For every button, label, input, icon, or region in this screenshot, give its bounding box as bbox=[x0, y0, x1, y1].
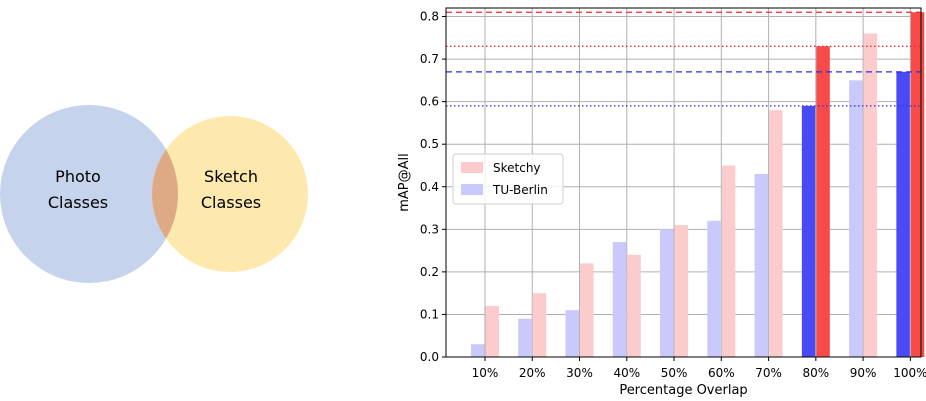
bar-tu-berlin bbox=[801, 105, 816, 357]
legend-label-tu-berlin: TU-Berlin bbox=[492, 183, 548, 197]
x-tick-label: 100% bbox=[893, 366, 926, 380]
legend-swatch-sketchy bbox=[461, 162, 483, 173]
bar-tu-berlin bbox=[612, 242, 627, 357]
bar-tu-berlin bbox=[470, 344, 485, 357]
x-tick-label: 80% bbox=[803, 366, 830, 380]
x-tick-label: 70% bbox=[755, 366, 782, 380]
plot-frame bbox=[445, 7, 922, 358]
bar-tu-berlin bbox=[754, 173, 769, 357]
bars bbox=[470, 12, 925, 358]
legend: Sketchy TU-Berlin bbox=[452, 153, 564, 205]
y-tick-label: 0.2 bbox=[420, 265, 439, 279]
bar-sketchy bbox=[580, 263, 594, 357]
x-axis-label: Percentage Overlap bbox=[619, 383, 747, 398]
bar-tu-berlin bbox=[565, 310, 580, 357]
x-tick-label: 60% bbox=[708, 366, 735, 380]
y-tick-label: 0.8 bbox=[420, 10, 439, 24]
bar-tu-berlin bbox=[518, 318, 532, 357]
bar-tu-berlin bbox=[849, 80, 863, 357]
reference-lines bbox=[446, 11, 921, 107]
bar-sketchy bbox=[627, 254, 641, 357]
y-tick-label: 0.0 bbox=[420, 350, 439, 364]
bar-tu-berlin bbox=[896, 71, 910, 357]
sketch-classes-label-line2: Classes bbox=[201, 193, 261, 212]
x-tick-label: 50% bbox=[661, 366, 688, 380]
legend-swatch-tu-berlin bbox=[461, 184, 483, 195]
y-tick-label: 0.1 bbox=[420, 307, 439, 321]
bar-sketchy bbox=[485, 305, 499, 357]
bar-sketchy bbox=[816, 46, 830, 358]
x-tick-label: 30% bbox=[566, 366, 593, 380]
y-axis-label: mAP@All bbox=[397, 153, 412, 212]
x-tick-label: 40% bbox=[613, 366, 640, 380]
bar-sketchy bbox=[769, 110, 783, 358]
bar-sketchy bbox=[863, 33, 878, 357]
x-tick-label: 90% bbox=[850, 366, 877, 380]
venn-overlap-region bbox=[152, 149, 178, 239]
bar-sketchy bbox=[910, 12, 925, 357]
y-tick-label: 0.4 bbox=[420, 180, 439, 194]
x-tick-label: 20% bbox=[519, 366, 546, 380]
x-tick-label: 10% bbox=[472, 366, 499, 380]
y-tick-label: 0.7 bbox=[420, 52, 439, 66]
photo-classes-circle bbox=[0, 105, 178, 283]
y-tick-label: 0.5 bbox=[420, 137, 439, 151]
bar-tu-berlin bbox=[707, 220, 721, 357]
photo-classes-label-line1: Photo bbox=[55, 167, 101, 186]
bar-tu-berlin bbox=[660, 229, 674, 357]
legend-label-sketchy: Sketchy bbox=[493, 161, 541, 175]
sketch-classes-circle bbox=[152, 116, 308, 272]
y-tick-label: 0.6 bbox=[420, 95, 439, 109]
bar-sketchy bbox=[532, 293, 547, 357]
y-tick-label: 0.3 bbox=[420, 222, 439, 236]
photo-classes-label-line2: Classes bbox=[48, 193, 108, 212]
bar-sketchy bbox=[674, 225, 689, 357]
venn-diagram: Photo Classes Sketch Classes bbox=[0, 105, 308, 283]
sketch-classes-label-line1: Sketch bbox=[204, 167, 258, 186]
bar-sketchy bbox=[721, 165, 736, 357]
axis-ticks: 10% 20% 30% 40% 50% 60% 70% 80% 90% 100% 0.0 0.1 0.2… bbox=[420, 10, 926, 380]
